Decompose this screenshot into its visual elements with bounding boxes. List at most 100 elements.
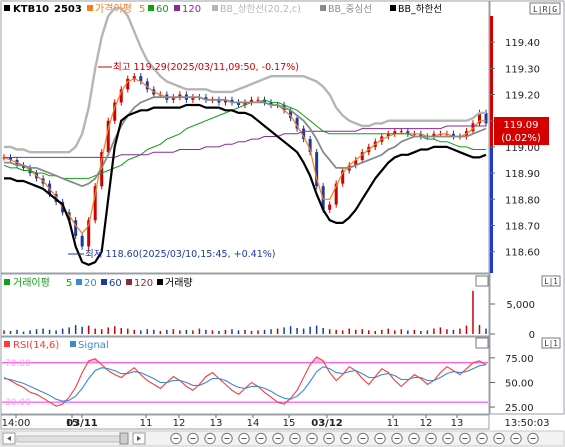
candle-body	[419, 133, 423, 137]
cursor-icon[interactable]	[306, 432, 318, 445]
x-tick-label: 03/11	[66, 418, 98, 429]
chart-type-icon[interactable]	[255, 432, 267, 445]
candle-body	[230, 99, 234, 103]
candle-body	[217, 99, 221, 103]
candle-body	[119, 89, 123, 103]
undo-icon[interactable]	[408, 432, 420, 445]
candle-body	[263, 99, 267, 103]
left-panel-tag-volume[interactable]	[475, 275, 489, 287]
volume-legend-ma-5: 5	[66, 278, 72, 289]
search-icon[interactable]	[527, 432, 539, 445]
rsi-upper-band-label: 70.00	[5, 359, 31, 369]
lock-icon[interactable]	[476, 432, 488, 445]
candle-body	[132, 76, 136, 79]
volume-bars	[3, 290, 487, 334]
x-tick-label: 14:00	[2, 418, 31, 429]
print-icon[interactable]	[442, 432, 454, 445]
candle-body	[178, 94, 182, 98]
scroll-track[interactable]	[16, 435, 128, 443]
scroll-thumb[interactable]	[119, 432, 129, 445]
candle-body	[354, 160, 358, 166]
list-icon[interactable]	[493, 432, 505, 445]
x-tick-label: 15	[283, 418, 296, 429]
x-tick-label: 03/12	[311, 418, 343, 429]
zoom-in-icon[interactable]	[187, 432, 199, 445]
tool-icon[interactable]	[374, 432, 386, 445]
back-icon[interactable]	[221, 432, 233, 445]
zoom-out-icon[interactable]	[170, 432, 182, 445]
volume-legend-volume: 거래량	[165, 277, 193, 289]
rsi-panel-tag[interactable]: L|1	[541, 337, 561, 349]
legend-bb-lower: BB_하한선	[398, 3, 442, 15]
candle-body	[171, 97, 175, 100]
text-icon[interactable]	[357, 432, 369, 445]
candle-body	[243, 102, 247, 106]
x-tick-label: 11	[387, 418, 400, 429]
legend-ma-120: 120	[182, 4, 201, 15]
candle-body	[295, 118, 299, 129]
candle-body	[139, 76, 143, 82]
current-price-box: 119.09 (0.02%)	[494, 117, 549, 145]
candle-body	[334, 183, 338, 205]
crosshair-icon[interactable]	[323, 432, 335, 445]
x-tick-label: 14	[247, 418, 260, 429]
candle-body	[269, 102, 273, 106]
candle-body	[484, 112, 488, 124]
rsi-tick-label: 25.00	[505, 403, 534, 414]
rsi-panel-frame	[0, 336, 490, 415]
candle-body	[289, 110, 293, 119]
candle-body	[393, 131, 397, 134]
ma120-line	[4, 125, 486, 158]
volume-tick-label: 0	[529, 330, 535, 341]
save-icon[interactable]	[459, 432, 471, 445]
price-tick-label: 119.40	[505, 38, 540, 49]
forward-icon[interactable]	[238, 432, 250, 445]
candle-body	[145, 81, 149, 90]
price-panel-tag[interactable]: L|R|G	[529, 2, 561, 15]
rsi-lower-band-label: 30.00	[5, 398, 31, 408]
left-panel-tag-rsi[interactable]	[475, 337, 489, 349]
legend-bb-upper: BB_상한선(20,2,c)	[220, 4, 301, 15]
price-tick-label: 119.20	[505, 91, 540, 102]
candle-body	[204, 97, 208, 100]
volume-panel-tag[interactable]: L|1	[541, 275, 561, 287]
x-axis-time: 13:50:03	[505, 418, 550, 429]
layout-icon[interactable]	[391, 432, 403, 445]
x-tick-label: 11	[140, 418, 153, 429]
price-lines	[3, 6, 487, 266]
candle-body	[191, 97, 195, 100]
svg-text:L|R|G: L|R|G	[533, 5, 557, 14]
x-tick-label: 13	[451, 418, 464, 429]
svg-text:L|1: L|1	[544, 277, 558, 286]
x-tick-label: 12	[173, 418, 186, 429]
right-axis-frame	[489, 0, 565, 415]
redo-icon[interactable]	[425, 432, 437, 445]
candle-body	[308, 139, 312, 153]
candle-body	[341, 170, 345, 184]
candle-body	[406, 131, 410, 134]
candle-body	[236, 102, 240, 106]
grid-icon[interactable]	[510, 432, 522, 445]
x-tick-label: 13	[210, 418, 223, 429]
signal-line	[3, 364, 487, 402]
candle-body	[256, 99, 260, 101]
candle-body	[315, 152, 319, 187]
candle-body	[328, 204, 332, 210]
magnet-icon[interactable]	[340, 432, 352, 445]
price-tick-label: 118.80	[505, 195, 540, 206]
settings-icon[interactable]	[289, 432, 301, 445]
reset-icon[interactable]	[204, 432, 216, 445]
legend-ma-5: 5	[139, 4, 145, 15]
current-change: (0.02%)	[501, 133, 541, 144]
price-tick-label: 118.60	[505, 248, 540, 259]
x-axis-frame	[0, 414, 490, 430]
rsi-plot	[2, 356, 488, 407]
candle-body	[477, 112, 481, 124]
draw-icon[interactable]	[272, 432, 284, 445]
legend-swatch-symbol	[4, 5, 10, 11]
svg-text:L|1: L|1	[544, 339, 558, 348]
candle-body	[451, 133, 455, 137]
volume-legend-ma-20: 20	[84, 278, 97, 289]
candle-body	[87, 220, 91, 247]
